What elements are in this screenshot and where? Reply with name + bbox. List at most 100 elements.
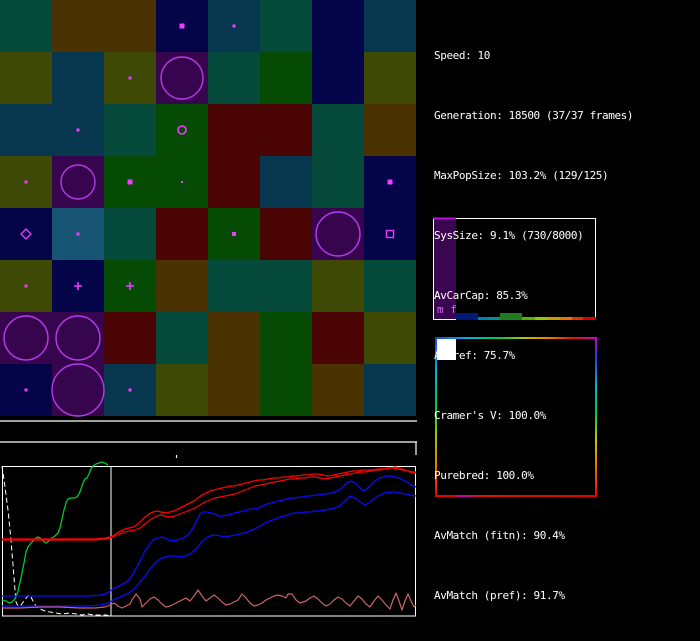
- grid-cell-r2c7: [364, 104, 416, 156]
- series-green-growth: [1, 461, 109, 604]
- grid-cell-r0c6: [312, 0, 364, 52]
- stat-avmatch-pref: AvMatch (pref): 91.7%: [434, 589, 565, 602]
- grid-cell-r2c0: [0, 104, 52, 156]
- baseline-segment: [500, 313, 522, 320]
- history-chart: [1, 461, 417, 617]
- grid-cell-r6c3: [156, 312, 208, 364]
- separator-lines: [0, 420, 417, 458]
- marker-dot: [24, 284, 28, 288]
- baseline-segment: [535, 317, 548, 320]
- baseline-segment: [548, 317, 560, 320]
- marker-dot: [387, 179, 393, 185]
- marker-dot: [127, 179, 133, 185]
- grid-cell-r0c1: [52, 0, 104, 52]
- grid-cell-r1c1: [52, 52, 104, 104]
- marker-plus: [74, 282, 82, 290]
- marker-dot: [128, 76, 132, 80]
- grid-markers: [3, 23, 395, 417]
- hue-edge-left: [435, 337, 437, 497]
- grid-cell-r0c2: [104, 0, 156, 52]
- grid-cell-r7c5: [260, 364, 312, 416]
- history-chart-border: [2, 466, 416, 617]
- series-red-lower: [2, 466, 416, 541]
- series-blue-upper: [2, 475, 417, 597]
- marker-dot: [76, 128, 80, 132]
- grid-cell-r5c6: [312, 260, 364, 312]
- series-white-marker-trace: [1, 465, 111, 617]
- stat-avpref: AvPref: 75.7%: [434, 349, 515, 362]
- marker-circle: [3, 315, 49, 361]
- marker-circle: [160, 56, 204, 100]
- grid-cell-r2c5: [260, 104, 312, 156]
- grid-cell-r7c4: [208, 364, 260, 416]
- stat-syssize: SysSize: 9.1% (730/8000): [434, 229, 584, 242]
- grid-cell-r1c7: [364, 52, 416, 104]
- marker-dot: [179, 23, 185, 29]
- grid-cell-r4c0: [0, 208, 52, 260]
- grid-cell-r5c7: [364, 260, 416, 312]
- grid-cell-r5c5: [260, 260, 312, 312]
- marker-circle: [60, 164, 96, 200]
- hue-map: [435, 337, 597, 497]
- baseline-segment: [456, 313, 478, 320]
- hue-edge-top: [435, 337, 597, 339]
- grid-cell-r0c0: [0, 0, 52, 52]
- marker-ring: [177, 125, 187, 135]
- stat-purebred: Purebred: 100.0%: [434, 469, 534, 482]
- marker-dot: [128, 388, 132, 392]
- grid-cell-r4c5: [260, 208, 312, 260]
- grid-cell-r3c5: [260, 156, 312, 208]
- grid-cell-r4c3: [156, 208, 208, 260]
- stat-cramers-v: Cramer's V: 100.0%: [434, 409, 547, 422]
- grid-cell-r6c6: [312, 312, 364, 364]
- grid-cell-r6c4: [208, 312, 260, 364]
- baseline-segment: [489, 317, 500, 320]
- species-bar: [434, 219, 456, 319]
- marker-dot: [24, 180, 28, 184]
- baseline-segment: [522, 317, 535, 320]
- series-blue-lower: [2, 491, 417, 607]
- marker-dot: [76, 232, 80, 236]
- marker-dot: [181, 181, 183, 183]
- marker-circle: [55, 315, 101, 361]
- grid-cell-r3c6: [312, 156, 364, 208]
- marker-circle: [315, 211, 361, 257]
- grid-cell-r1c5: [260, 52, 312, 104]
- series-red-upper: [2, 467, 416, 540]
- grid-cell-r0c5: [260, 0, 312, 52]
- grid-cell-r2c2: [104, 104, 156, 156]
- marker-dot: [232, 24, 236, 28]
- stat-generation: Generation: 18500 (37/37 frames): [434, 109, 634, 122]
- grid-cell-r7c6: [312, 364, 364, 416]
- grid-cell-r1c3: [156, 52, 208, 104]
- grid-cell-r5c3: [156, 260, 208, 312]
- baseline-segment: [583, 317, 596, 320]
- baseline-segment: [560, 317, 572, 320]
- baseline-segment: [572, 317, 583, 320]
- grid-cell-r6c7: [364, 312, 416, 364]
- grid-cell-r5c4: [208, 260, 260, 312]
- world-grid: [0, 0, 416, 416]
- grid-cell-r7c1: [52, 364, 104, 416]
- marker-diamond: [20, 228, 32, 240]
- bar-label-mf: m f: [437, 303, 457, 316]
- hue-edge-right: [595, 337, 597, 497]
- hue-edge-bottom: [435, 495, 597, 497]
- grid-cell-r7c7: [364, 364, 416, 416]
- marker-dot: [24, 388, 28, 392]
- grid-cell-r6c1: [52, 312, 104, 364]
- stat-maxpopsize: MaxPopSize: 103.2% (129/125): [434, 169, 609, 182]
- marker-circle: [51, 363, 105, 417]
- grid-cell-r2c4: [208, 104, 260, 156]
- grid-cell-r4c6: [312, 208, 364, 260]
- grid-cell-r1c6: [312, 52, 364, 104]
- population-bar-chart: [433, 217, 596, 320]
- grid-cell-r3c4: [208, 156, 260, 208]
- grid-cell-r6c0: [0, 312, 52, 364]
- grid-cell-r0c7: [364, 0, 416, 52]
- grid-cell-r4c2: [104, 208, 156, 260]
- grid-cell-r7c3: [156, 364, 208, 416]
- marker-plus: [126, 282, 134, 290]
- grid-cell-r1c0: [0, 52, 52, 104]
- marker-square: [385, 229, 395, 239]
